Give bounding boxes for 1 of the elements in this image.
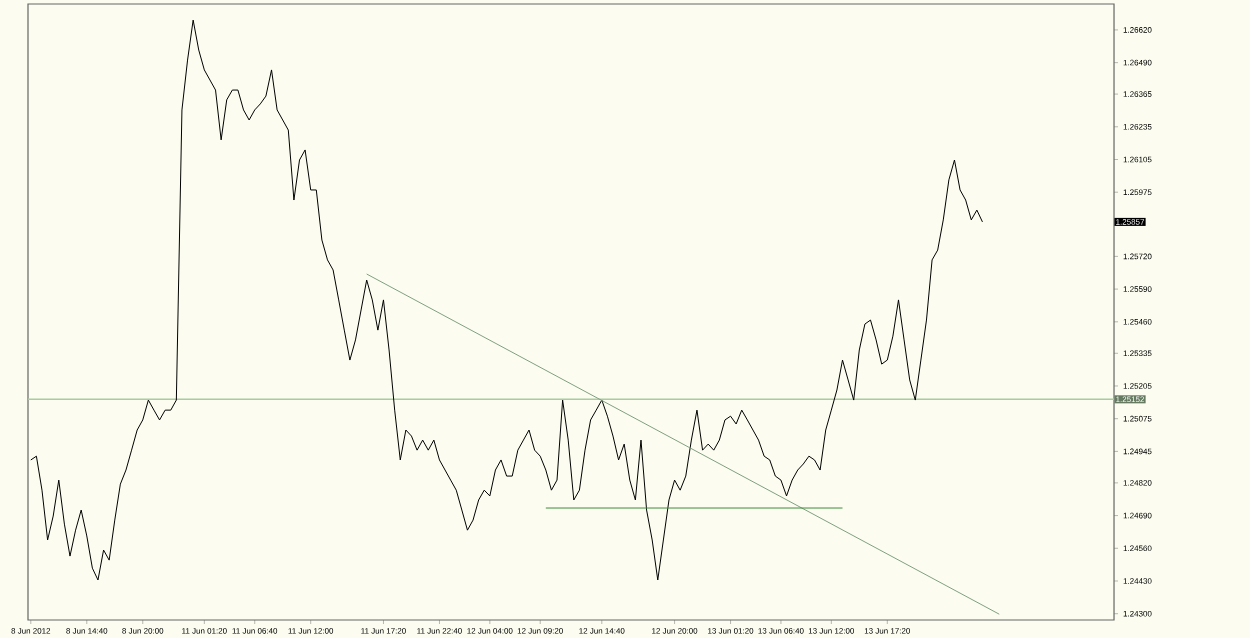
line-series: [30, 19, 983, 581]
